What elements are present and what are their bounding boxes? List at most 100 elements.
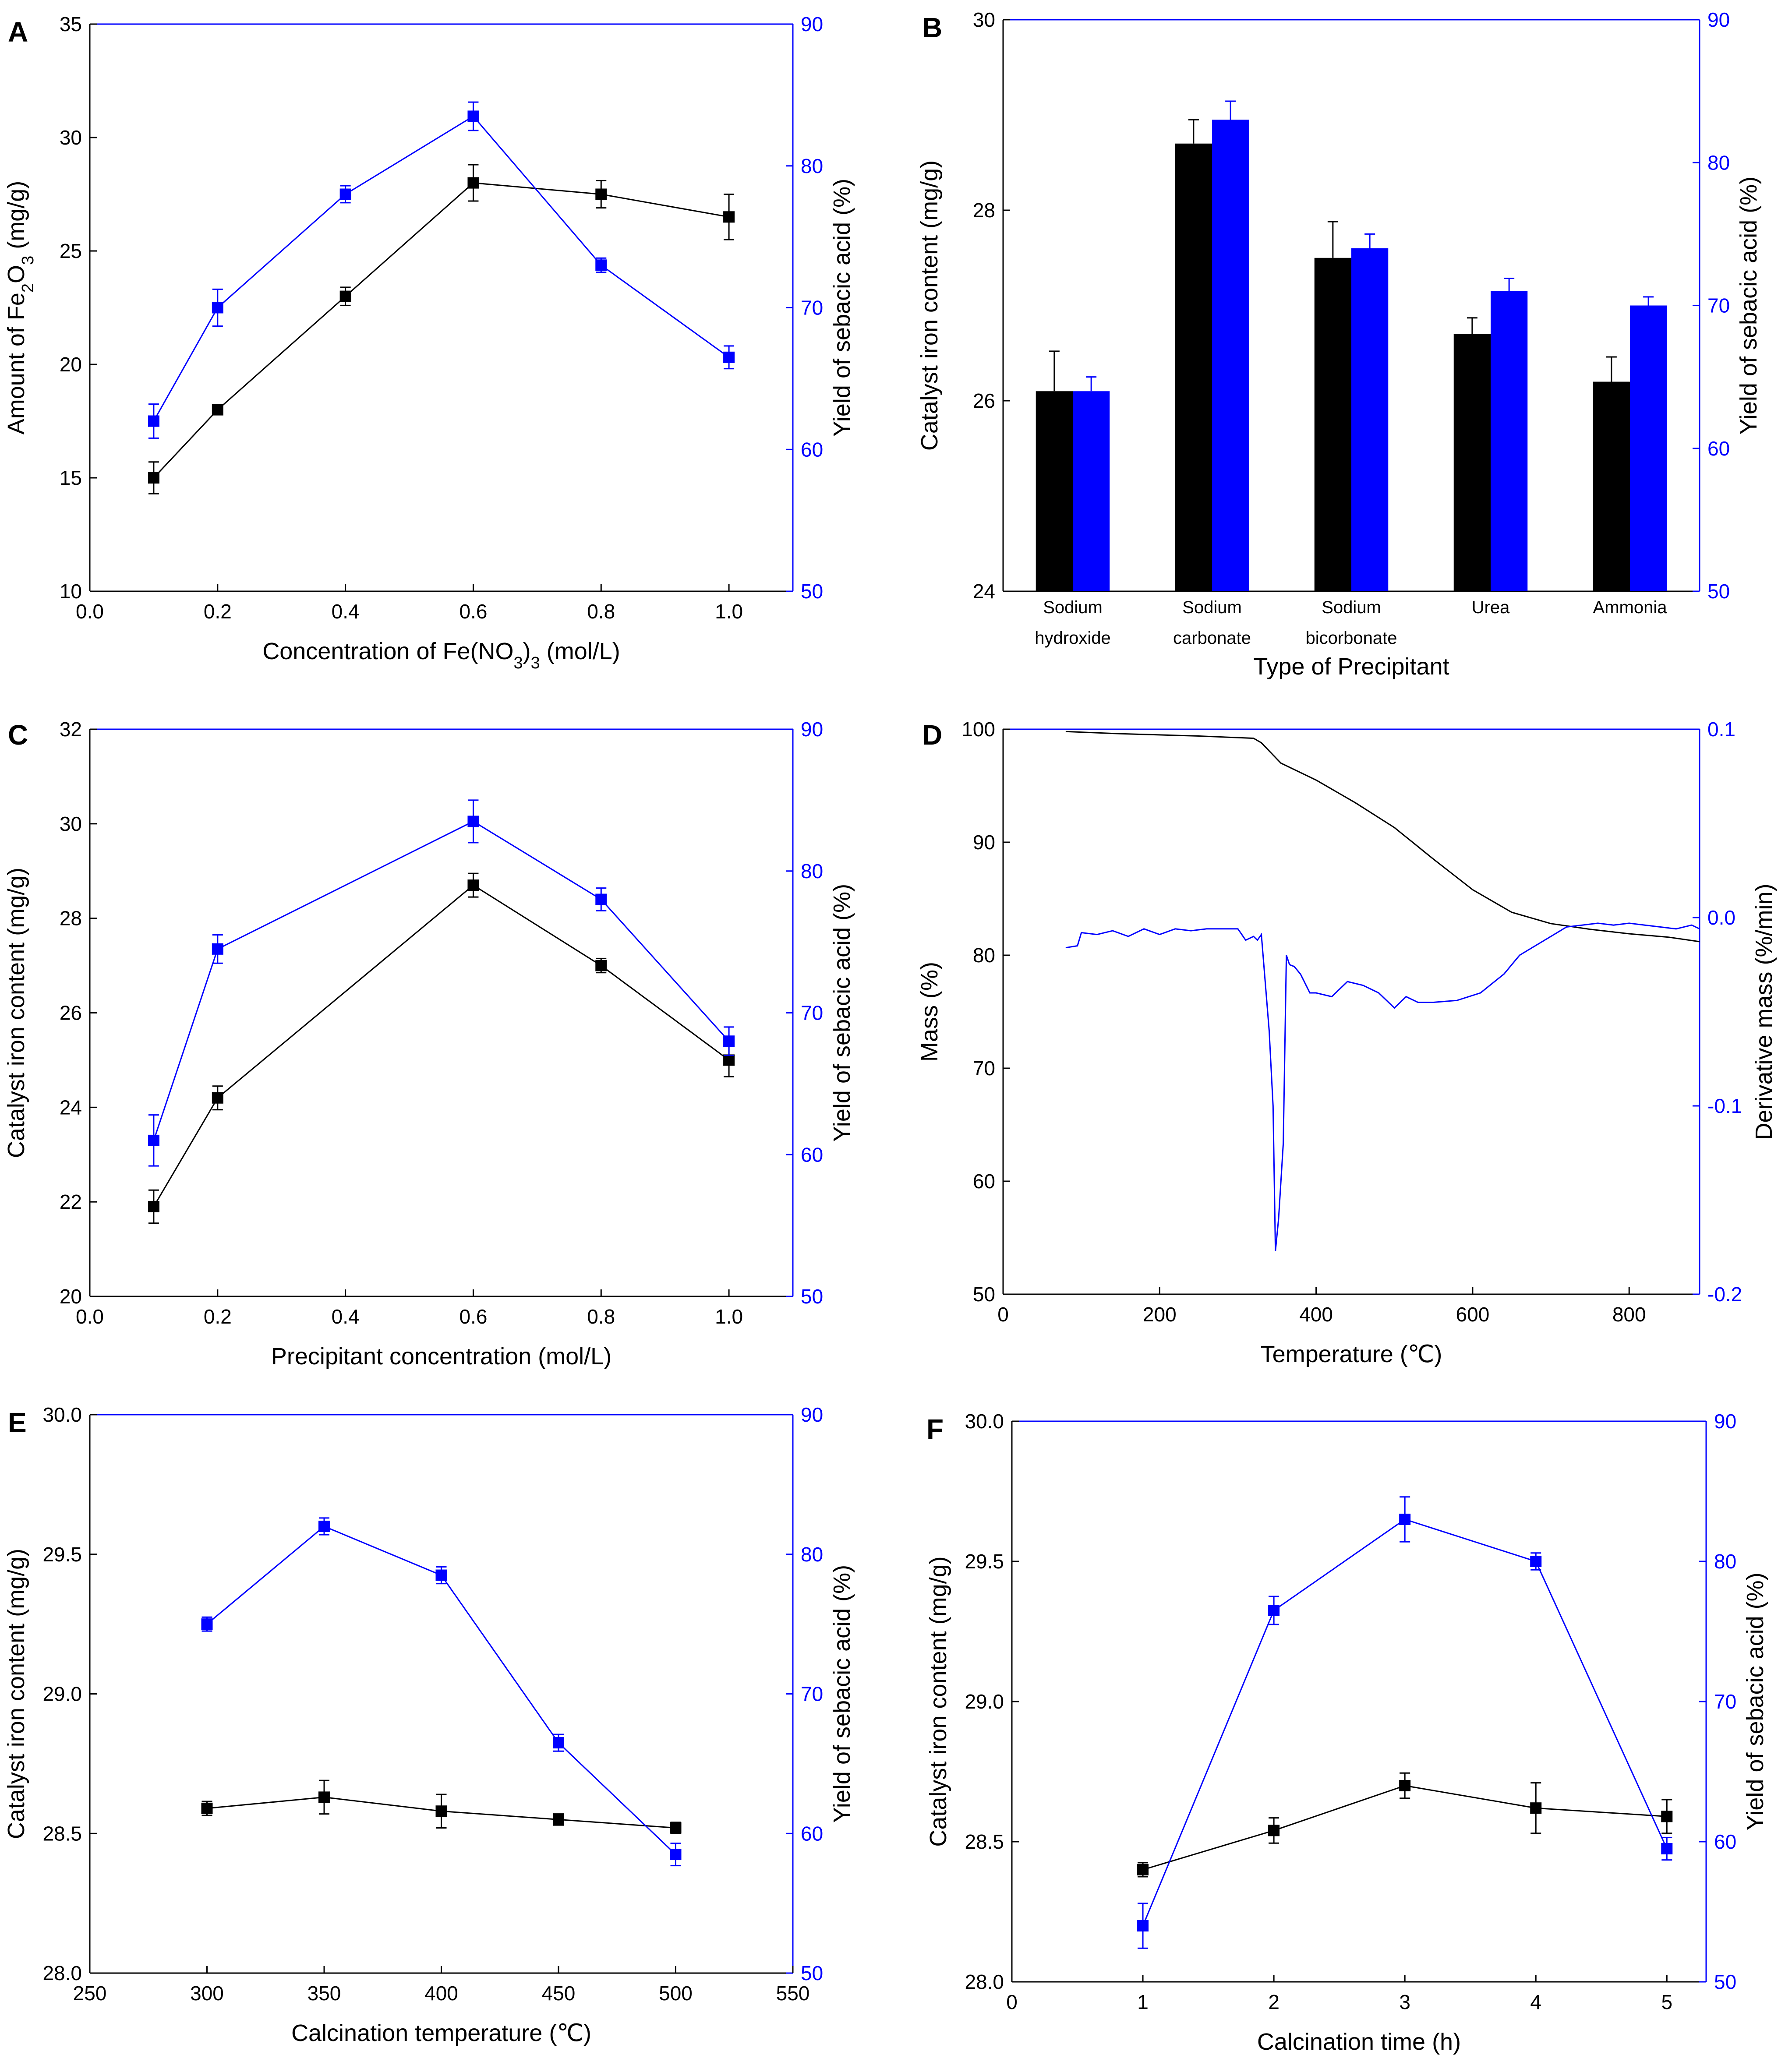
y-right-tick-label: 70 <box>1714 1690 1736 1713</box>
data-point-right <box>670 1849 682 1861</box>
data-point-left <box>212 404 223 416</box>
y-left-label-part: (mg/g) <box>3 181 29 256</box>
data-point-left <box>318 1791 330 1803</box>
data-point-right <box>201 1618 213 1630</box>
y-right-tick-label: 60 <box>801 1822 823 1845</box>
data-point-right <box>595 259 607 271</box>
y-left-tick-label: 32 <box>60 718 82 741</box>
y-right-axis-label: Yield of sebacic acid (%) <box>829 179 855 437</box>
data-point-right <box>212 302 223 314</box>
x-tick-label: 450 <box>542 1982 576 2005</box>
x-tick-label: 0.2 <box>204 1305 232 1328</box>
x-tick-label: 550 <box>776 1982 810 2005</box>
x-label-part: Concentration of Fe(NO <box>262 638 513 664</box>
x-tick-label: 5 <box>1661 1991 1672 2013</box>
x-tick-label: 0.0 <box>76 1305 104 1328</box>
bar-yield-3 <box>1491 291 1528 591</box>
y-right-tick-label: 80 <box>801 155 823 177</box>
bar-yield-2 <box>1351 248 1389 591</box>
data-point-left <box>723 1054 735 1066</box>
y-left-tick-label: 100 <box>961 718 995 741</box>
category-label: carbonate <box>1173 628 1251 648</box>
x-tick-label: 0 <box>1006 1991 1018 2013</box>
y-left-tick-label: 70 <box>973 1057 995 1080</box>
y-left-tick-label: 29.5 <box>42 1543 82 1566</box>
y-left-tick-label: 28.5 <box>965 1830 1004 1853</box>
y-left-tick-label: 26 <box>973 389 995 412</box>
y-left-tick-label: 35 <box>60 13 82 35</box>
x-tick-label: 400 <box>424 1982 458 2005</box>
y-right-tick-label: 90 <box>801 1403 823 1426</box>
y-left-tick-label: 20 <box>60 1285 82 1308</box>
data-point-right <box>553 1737 564 1749</box>
panel-letter: E <box>8 1407 27 1438</box>
series-line-left <box>153 884 729 1207</box>
y-right-axis-label: Yield of sebacic acid (%) <box>1735 177 1762 434</box>
x-label-part: (mol/L) <box>540 638 620 664</box>
data-point-right <box>1268 1605 1280 1616</box>
data-point-right <box>467 816 479 827</box>
y-right-tick-label: -0.2 <box>1707 1283 1742 1306</box>
y-right-tick-label: 50 <box>1714 1970 1736 1993</box>
y-right-tick-label: 80 <box>801 860 823 883</box>
y-left-label-part: Amount of Fe <box>3 293 29 434</box>
x-tick-label: 500 <box>659 1982 693 2005</box>
bar-iron-content-1 <box>1175 143 1212 591</box>
series-line-right <box>1142 1518 1668 1926</box>
y-right-tick-label: 70 <box>801 1002 823 1024</box>
y-left-tick-label: 20 <box>60 353 82 376</box>
panel-letter: C <box>8 719 28 751</box>
panel-letter: F <box>926 1413 944 1445</box>
y-left-axis-label: Amount of Fe2O3 (mg/g) <box>3 181 37 435</box>
category-label: Sodium <box>1182 598 1242 617</box>
x-tick-label: 0 <box>997 1303 1009 1326</box>
y-right-tick-label: 60 <box>801 438 823 461</box>
y-right-tick-label: 70 <box>801 1683 823 1705</box>
y-left-tick-label: 26 <box>60 1002 82 1024</box>
series-line-right <box>153 115 729 422</box>
x-tick-label: 400 <box>1299 1303 1333 1326</box>
y-left-tick-label: 30 <box>60 812 82 835</box>
y-left-tick-label: 30.0 <box>965 1410 1004 1433</box>
panel-b: B 24 26 28 30 50 60 70 80 90 Catalyst iron content… <box>916 8 1762 680</box>
y-right-tick-label: 80 <box>1714 1550 1736 1573</box>
y-left-tick-label: 30 <box>60 126 82 149</box>
data-point-left <box>1268 1825 1280 1836</box>
y-right-tick-label: 0.0 <box>1707 906 1735 929</box>
x-tick-label: 800 <box>1612 1303 1646 1326</box>
y-left-tick-label: 30 <box>973 8 995 31</box>
x-label-part: 3 <box>531 654 540 672</box>
y-left-tick-label: 15 <box>60 466 82 489</box>
x-tick-label: 200 <box>1143 1303 1177 1326</box>
y-left-tick-label: 29.5 <box>965 1550 1004 1573</box>
data-point-right <box>212 943 223 955</box>
x-tick-label: 300 <box>190 1982 224 2005</box>
panel-letter: D <box>922 719 942 751</box>
y-right-tick-label: 60 <box>801 1143 823 1166</box>
data-point-right <box>148 415 159 427</box>
x-tick-label: 1.0 <box>715 600 743 623</box>
y-left-tick-label: 28 <box>973 199 995 222</box>
data-point-right <box>723 351 735 363</box>
x-axis-label: Calcination temperature (℃) <box>291 2020 591 2046</box>
bar-iron-content-3 <box>1453 334 1491 591</box>
y-left-tick-label: 28.0 <box>42 1962 82 1984</box>
y-left-axis-label: Mass (%) <box>916 962 943 1062</box>
category-label: Ammonia <box>1593 598 1668 617</box>
category-label: Sodium <box>1043 598 1103 617</box>
y-left-tick-label: 24 <box>60 1096 82 1119</box>
data-point-left <box>595 188 607 200</box>
data-point-left <box>148 1200 159 1212</box>
y-left-tick-label: 80 <box>973 944 995 967</box>
data-point-left <box>339 290 351 302</box>
data-point-right <box>318 1521 330 1532</box>
data-point-left <box>553 1814 564 1825</box>
x-tick-label: 1.0 <box>715 1305 743 1328</box>
y-right-tick-label: 90 <box>1714 1410 1736 1433</box>
bar-yield-0 <box>1073 391 1110 591</box>
x-tick-label: 1 <box>1137 1991 1149 2013</box>
x-tick-label: 350 <box>308 1982 341 2005</box>
y-right-tick-label: 60 <box>1707 437 1730 460</box>
series-line-left <box>153 182 729 479</box>
y-left-tick-label: 29.0 <box>965 1690 1004 1713</box>
